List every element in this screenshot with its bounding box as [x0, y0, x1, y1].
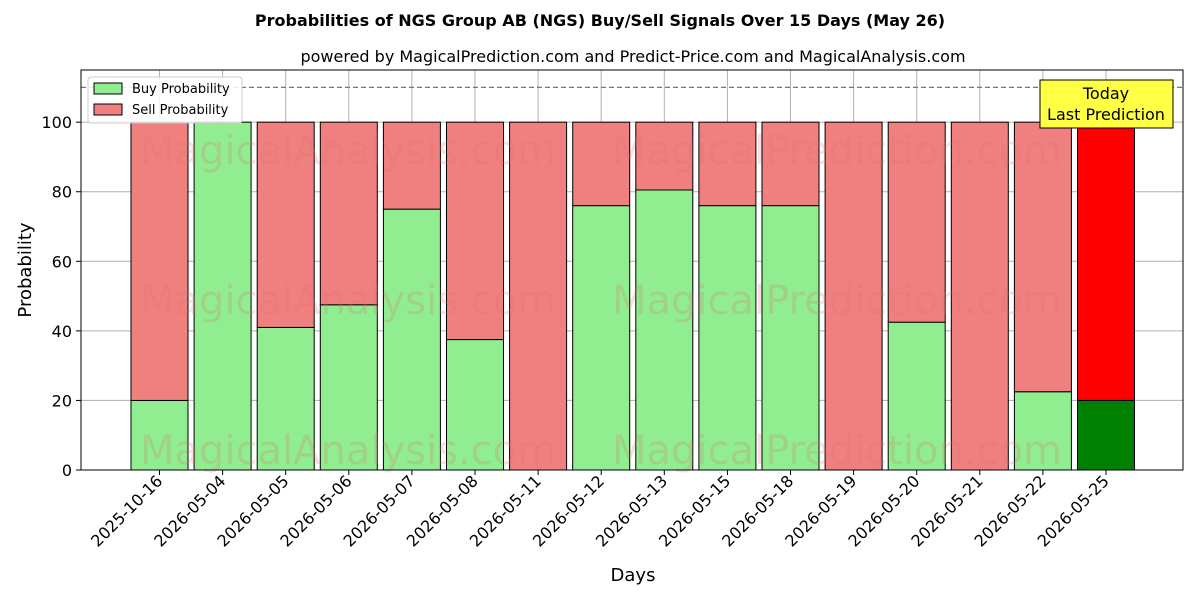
bar-buy — [446, 339, 504, 471]
y-axis-label: Probability — [15, 222, 36, 317]
watermark-analysis: MagicalAnalysis.com — [140, 128, 556, 174]
bar-sell — [1077, 121, 1135, 401]
legend: Buy Probability Sell Probability — [87, 76, 243, 124]
chart-subtitle: powered by MagicalPrediction.com and Pre… — [300, 47, 965, 66]
bar-sell — [950, 121, 1009, 471]
bars-group — [130, 121, 1135, 471]
bar-buy — [1013, 391, 1072, 471]
bar-sell — [382, 121, 441, 210]
bar-sell — [319, 121, 378, 306]
y-tick-label: 60 — [52, 252, 72, 271]
legend-swatch — [93, 103, 123, 116]
y-axis-ticks: 0 20 40 60 80 100 — [41, 113, 81, 480]
bar-sell — [130, 121, 189, 401]
legend-box — [87, 76, 243, 124]
watermark-prediction: MagicalPrediction.com — [612, 278, 1062, 324]
bar-sell — [824, 121, 883, 471]
watermarks-group: MagicalAnalysis.com MagicalPrediction.com… — [140, 128, 1062, 474]
bar-buy — [319, 304, 378, 471]
bar-sell — [572, 121, 631, 207]
bar-sell — [887, 121, 946, 323]
legend-label: Buy Probability — [132, 82, 230, 97]
plot-frame — [80, 69, 1184, 471]
legend-swatch — [93, 82, 123, 95]
bar-sell — [1013, 121, 1072, 393]
bar-buy — [698, 205, 757, 471]
bar-buy — [761, 205, 820, 471]
bar-sell — [635, 121, 694, 191]
bar-sell — [509, 121, 568, 471]
bar-sell — [761, 121, 820, 207]
watermark-prediction: MagicalPrediction.com — [612, 128, 1062, 174]
watermark-analysis: MagicalAnalysis.com — [140, 428, 556, 474]
y-tick-label: 0 — [62, 461, 72, 480]
watermark-prediction: MagicalPrediction.com — [612, 428, 1062, 474]
bar-sell — [698, 121, 757, 207]
bar-buy — [635, 189, 694, 471]
x-axis-ticks: 2025-10-162026-05-042026-05-052026-05-06… — [87, 470, 1113, 551]
today-annotation: Today Last Prediction — [1039, 79, 1174, 129]
legend-label: Sell Probability — [132, 103, 229, 118]
y-tick-label: 20 — [52, 391, 72, 410]
annotation-box — [1039, 79, 1174, 129]
watermark-analysis: MagicalAnalysis.com — [140, 278, 556, 324]
annotation-line: Today — [1082, 84, 1129, 103]
annotation-line: Last Prediction — [1047, 105, 1165, 124]
bar-buy — [572, 205, 631, 471]
x-axis-label: Days — [611, 565, 656, 586]
bar-sell — [256, 121, 315, 328]
bar-sell — [446, 121, 504, 341]
y-tick-label: 100 — [41, 113, 72, 132]
bar-buy — [887, 321, 946, 471]
bar-buy — [193, 121, 252, 471]
y-tick-label: 40 — [52, 322, 72, 341]
bar-buy — [1077, 399, 1135, 471]
chart-title: Probabilities of NGS Group AB (NGS) Buy/… — [255, 11, 945, 30]
y-tick-label: 80 — [52, 183, 72, 202]
